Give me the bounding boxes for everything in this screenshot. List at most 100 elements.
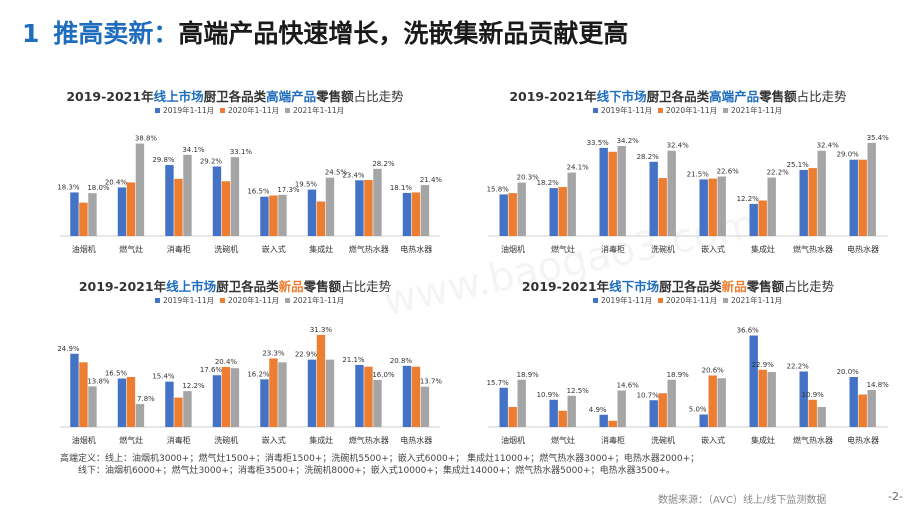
bar [278,362,287,427]
footnote: 高端定义：线上：油烟机3000+；燃气灶1500+；消毒柜1500+；洗碗机55… [60,453,699,477]
bar [799,169,808,236]
data-label: 19.5% [295,181,318,189]
data-label: 20.3% [517,174,540,182]
page-number: -2- [888,490,903,503]
data-label: 10.7% [637,391,660,399]
category-label: 集成灶 [309,435,333,445]
category-label: 油烟机 [501,435,525,445]
data-label: 16.0% [372,371,395,379]
data-label: 29.8% [152,156,175,164]
legend-label: 2021年1-11月 [731,105,782,115]
bar [867,390,876,427]
data-label: 24.5% [325,169,348,177]
bar [260,196,269,236]
category-label: 油烟机 [72,435,96,445]
data-label: 22.2% [787,363,810,371]
bar [260,379,269,427]
bar [183,154,192,236]
legend-label: 2021年1-11月 [293,295,344,305]
bar [649,161,658,236]
category-label: 燃气灶 [551,244,575,254]
bar [858,159,867,236]
bar [817,407,826,427]
data-label: 23.3% [262,349,285,357]
bar [608,420,617,427]
data-label: 32.4% [817,142,840,150]
data-label: 4.9% [589,406,607,414]
legend-label: 2020年1-11月 [228,105,279,115]
category-label: 电热水器 [400,435,432,445]
category-label: 油烟机 [72,244,96,254]
data-label: 36.6% [737,327,760,335]
bar [699,414,708,427]
bar [221,367,231,427]
bar [117,378,127,427]
bar [126,182,136,236]
data-label: 20.8% [390,357,413,365]
category-label: 集成灶 [751,435,775,445]
data-label: 12.2% [737,195,760,203]
legend-label: 2021年1-11月 [731,295,782,305]
category-label: 洗碗机 [651,244,675,254]
category-label: 洗碗机 [214,435,238,445]
data-label: 12.5% [567,387,590,395]
bar [667,150,676,236]
category-label: 嵌入式 [701,244,725,254]
data-label: 28.2% [637,153,660,161]
data-label: 17.3% [277,186,300,194]
data-label: 13.7% [420,378,443,386]
data-label: 5.0% [689,406,707,414]
bar [517,182,526,236]
bar [708,178,717,236]
category-label: 嵌入式 [262,435,286,445]
bar [499,387,508,427]
data-label: 23.4% [342,171,365,179]
bar [849,377,858,427]
legend-label: 2020年1-11月 [666,105,717,115]
bar [717,378,726,427]
bar [325,177,335,236]
bar [849,159,858,236]
bar [364,180,373,236]
bar [567,172,576,236]
data-label: 25.1% [787,161,810,169]
category-label: 燃气灶 [119,435,143,445]
data-label: 15.8% [487,185,510,193]
legend-swatch [155,298,160,303]
bar [699,179,708,236]
bar [88,193,97,236]
data-label: 33.1% [230,148,253,156]
data-label: 7.8% [137,395,155,403]
bar [79,202,88,236]
category-label: 燃气热水器 [793,435,833,445]
bar [558,187,567,236]
bar [221,181,231,236]
category-label: 集成灶 [309,244,333,254]
bar [608,151,617,236]
category-label: 消毒柜 [601,244,625,254]
category-label: 燃气热水器 [349,435,389,445]
legend-swatch [155,108,160,113]
category-label: 洗碗机 [214,244,238,254]
bar [373,379,382,427]
bar [230,368,240,427]
bar [165,165,174,236]
category-label: 燃气灶 [119,244,143,254]
data-label: 35.4% [867,134,890,142]
category-label: 消毒柜 [167,244,191,254]
data-label: 20.4% [215,358,238,366]
bar [402,365,412,427]
bar [355,364,364,427]
bar [549,188,558,236]
bar [411,192,421,236]
bar [517,379,526,427]
data-label: 34.1% [182,146,205,154]
bar [508,407,517,427]
bar [499,194,508,236]
bar [165,381,174,427]
bar [126,377,136,427]
bar [599,147,608,236]
category-label: 油烟机 [501,244,525,254]
